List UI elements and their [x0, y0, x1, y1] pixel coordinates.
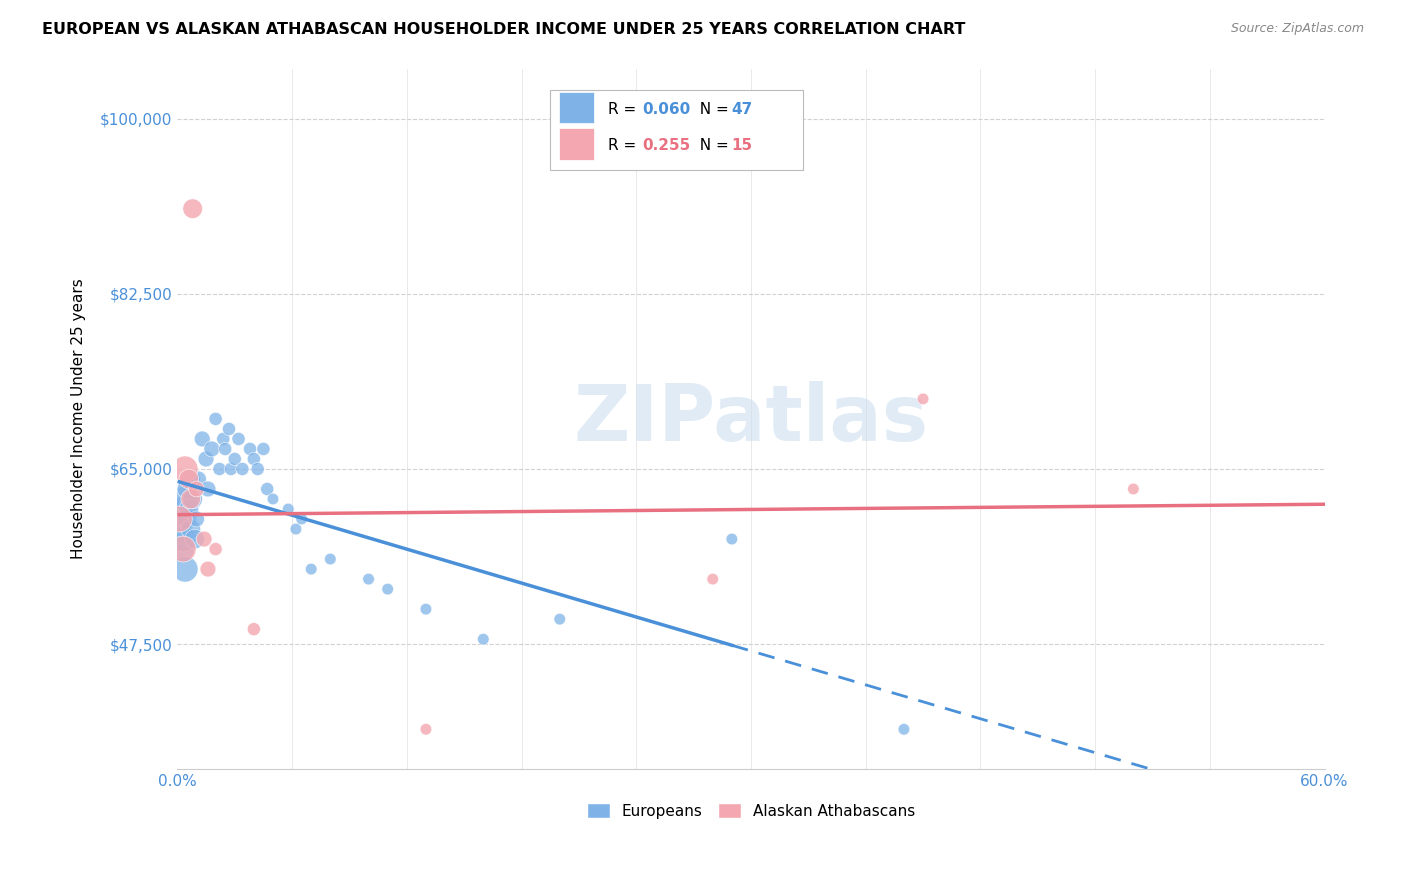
- Text: N =: N =: [690, 102, 734, 117]
- Point: [174, 462, 197, 476]
- Point: [299, 562, 322, 576]
- Text: EUROPEAN VS ALASKAN ATHABASCAN HOUSEHOLDER INCOME UNDER 25 YEARS CORRELATION CHA: EUROPEAN VS ALASKAN ATHABASCAN HOUSEHOLD…: [42, 22, 966, 37]
- Point: [169, 512, 191, 526]
- Point: [174, 491, 197, 506]
- Y-axis label: Householder Income Under 25 years: Householder Income Under 25 years: [72, 278, 86, 559]
- Point: [214, 442, 236, 456]
- Point: [186, 512, 208, 526]
- Point: [181, 491, 204, 506]
- Point: [377, 582, 399, 596]
- Point: [415, 602, 437, 616]
- Point: [228, 432, 250, 446]
- Point: [239, 442, 262, 456]
- Point: [893, 723, 915, 737]
- Point: [169, 522, 191, 536]
- Point: [197, 562, 219, 576]
- Text: R =: R =: [607, 102, 641, 117]
- Point: [201, 442, 224, 456]
- Point: [472, 632, 495, 647]
- FancyBboxPatch shape: [560, 128, 593, 160]
- Point: [256, 482, 278, 496]
- Point: [191, 432, 214, 446]
- Text: 0.060: 0.060: [643, 102, 690, 117]
- Point: [172, 532, 194, 546]
- Point: [291, 512, 314, 526]
- Point: [277, 502, 299, 516]
- Point: [186, 482, 208, 496]
- Text: Source: ZipAtlas.com: Source: ZipAtlas.com: [1230, 22, 1364, 36]
- Point: [252, 442, 274, 456]
- Point: [357, 572, 380, 586]
- Point: [224, 452, 246, 467]
- Text: 47: 47: [731, 102, 752, 117]
- Point: [181, 202, 204, 216]
- Point: [170, 542, 193, 557]
- Point: [912, 392, 935, 406]
- Text: 0.255: 0.255: [643, 138, 690, 153]
- Point: [176, 512, 198, 526]
- Point: [284, 522, 307, 536]
- Point: [174, 562, 197, 576]
- Point: [212, 432, 235, 446]
- Point: [187, 472, 209, 486]
- Point: [170, 512, 193, 526]
- Point: [204, 542, 226, 557]
- Point: [548, 612, 571, 626]
- Point: [243, 452, 266, 467]
- Point: [218, 422, 240, 436]
- Point: [208, 462, 231, 476]
- Point: [246, 462, 269, 476]
- FancyBboxPatch shape: [550, 89, 803, 170]
- Point: [180, 522, 202, 536]
- Text: N =: N =: [690, 138, 734, 153]
- Point: [1122, 482, 1144, 496]
- Point: [183, 532, 205, 546]
- Point: [177, 472, 200, 486]
- Point: [231, 462, 253, 476]
- Text: R =: R =: [607, 138, 641, 153]
- Point: [172, 542, 194, 557]
- Point: [177, 502, 200, 516]
- Point: [180, 491, 202, 506]
- Point: [180, 472, 202, 486]
- Point: [195, 452, 218, 467]
- Text: ZIPatlas: ZIPatlas: [574, 381, 928, 457]
- Point: [197, 482, 219, 496]
- Text: 15: 15: [731, 138, 752, 153]
- Point: [415, 723, 437, 737]
- Point: [172, 502, 194, 516]
- Point: [193, 532, 215, 546]
- Point: [721, 532, 744, 546]
- Point: [262, 491, 284, 506]
- Point: [176, 482, 198, 496]
- Point: [319, 552, 342, 566]
- FancyBboxPatch shape: [560, 92, 593, 123]
- Point: [204, 412, 226, 426]
- Legend: Europeans, Alaskan Athabascans: Europeans, Alaskan Athabascans: [581, 797, 921, 825]
- Point: [219, 462, 242, 476]
- Point: [243, 622, 266, 636]
- Point: [702, 572, 724, 586]
